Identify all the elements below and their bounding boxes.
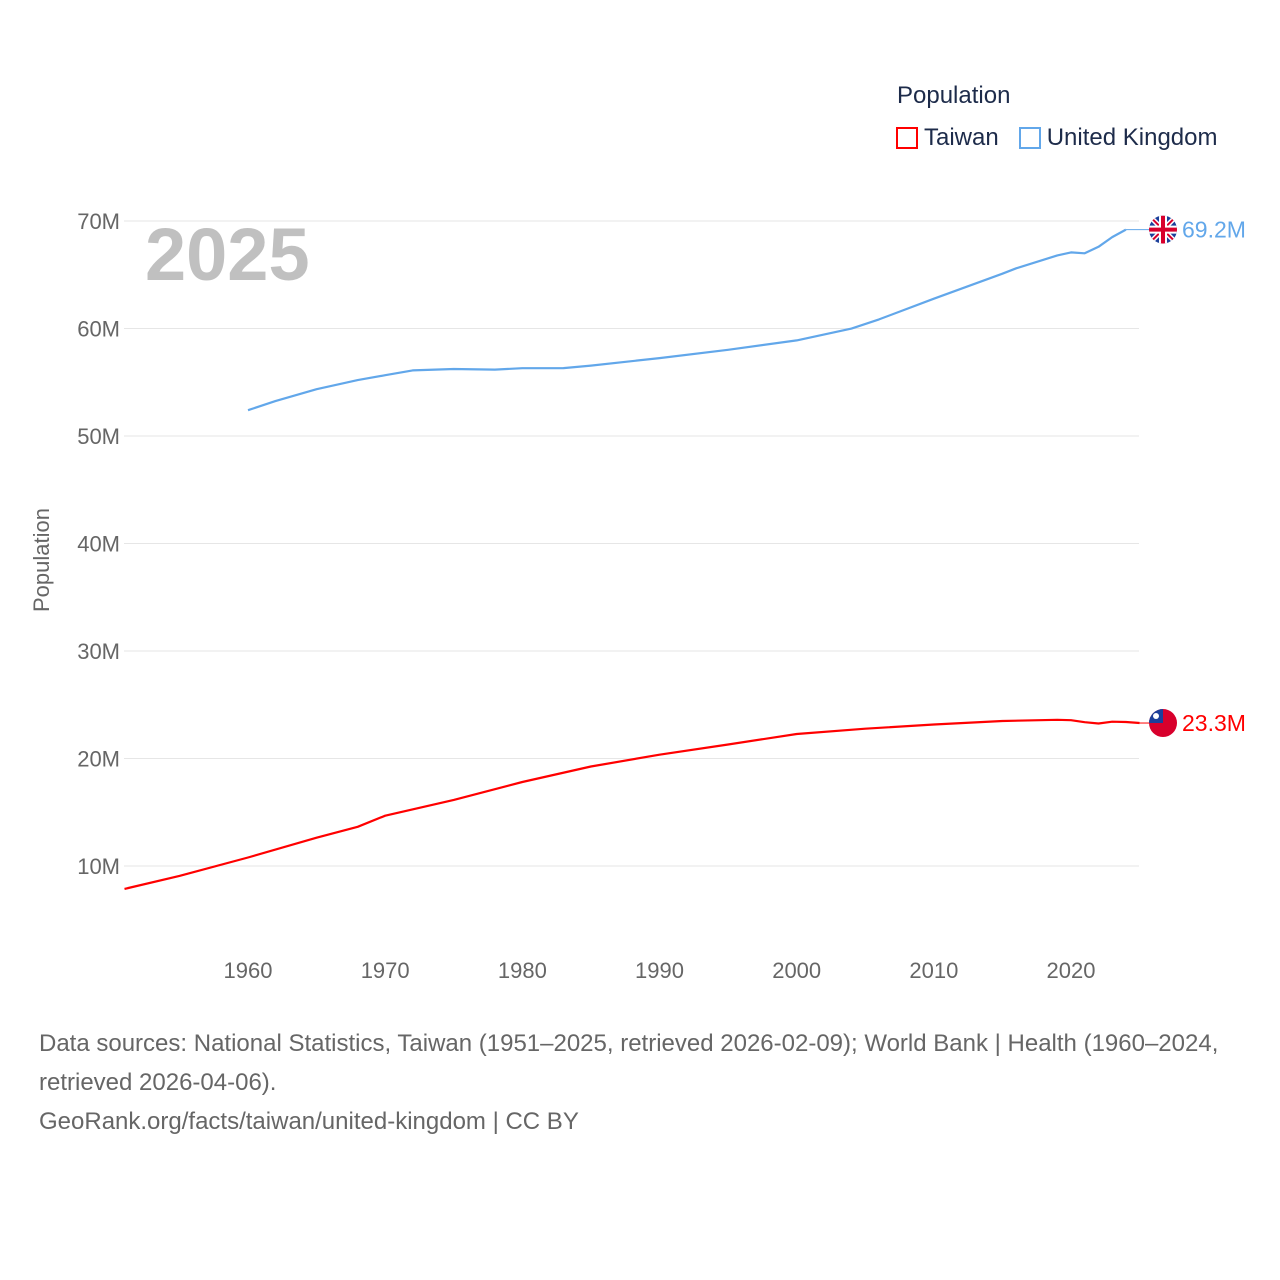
series-line-1 [247, 228, 1127, 412]
legend-label: United Kingdom [1046, 124, 1218, 151]
x-tick-label: 1970 [361, 958, 410, 983]
x-tick-label: 2010 [909, 958, 958, 983]
legend: Taiwan United Kingdom [896, 124, 1217, 152]
x-tick-label: 1980 [498, 958, 547, 983]
x-tick-label: 2000 [772, 958, 821, 983]
y-tick-label: 20M [77, 747, 120, 772]
legend-swatch [896, 127, 918, 149]
taiwan-flag-icon [1149, 709, 1177, 738]
y-tick-label: 30M [77, 639, 120, 664]
x-tick-label: 1990 [635, 958, 684, 983]
series-line-0 [124, 718, 1140, 890]
y-tick-label: 50M [77, 424, 120, 449]
uk-flag-icon [1149, 215, 1177, 244]
x-tick-label: 2020 [1047, 958, 1096, 983]
legend-swatch [1018, 127, 1041, 149]
footer: Data sources: National Statistics, Taiwa… [39, 1024, 1249, 1141]
x-tick-label: 1960 [224, 958, 273, 983]
credit: GeoRank.org/facts/taiwan/united-kingdom … [39, 1108, 579, 1135]
data-sources: Data sources: National Statistics, Taiwa… [39, 1030, 1219, 1096]
legend-item-taiwan[interactable]: Taiwan [896, 124, 999, 152]
legend-label: Taiwan [924, 124, 999, 151]
y-tick-label: 40M [77, 532, 120, 557]
end-value-label: 69.2M [1182, 217, 1246, 243]
year-label: 2025 [145, 213, 310, 296]
end-value-label: 23.3M [1182, 710, 1246, 736]
y-tick-label: 60M [77, 317, 120, 342]
y-axis-label: Population [29, 508, 54, 612]
legend-title: Population [897, 82, 1011, 109]
legend-item-uk[interactable]: United Kingdom [1018, 124, 1218, 152]
y-tick-label: 10M [77, 854, 120, 879]
y-tick-label: 70M [77, 209, 120, 234]
